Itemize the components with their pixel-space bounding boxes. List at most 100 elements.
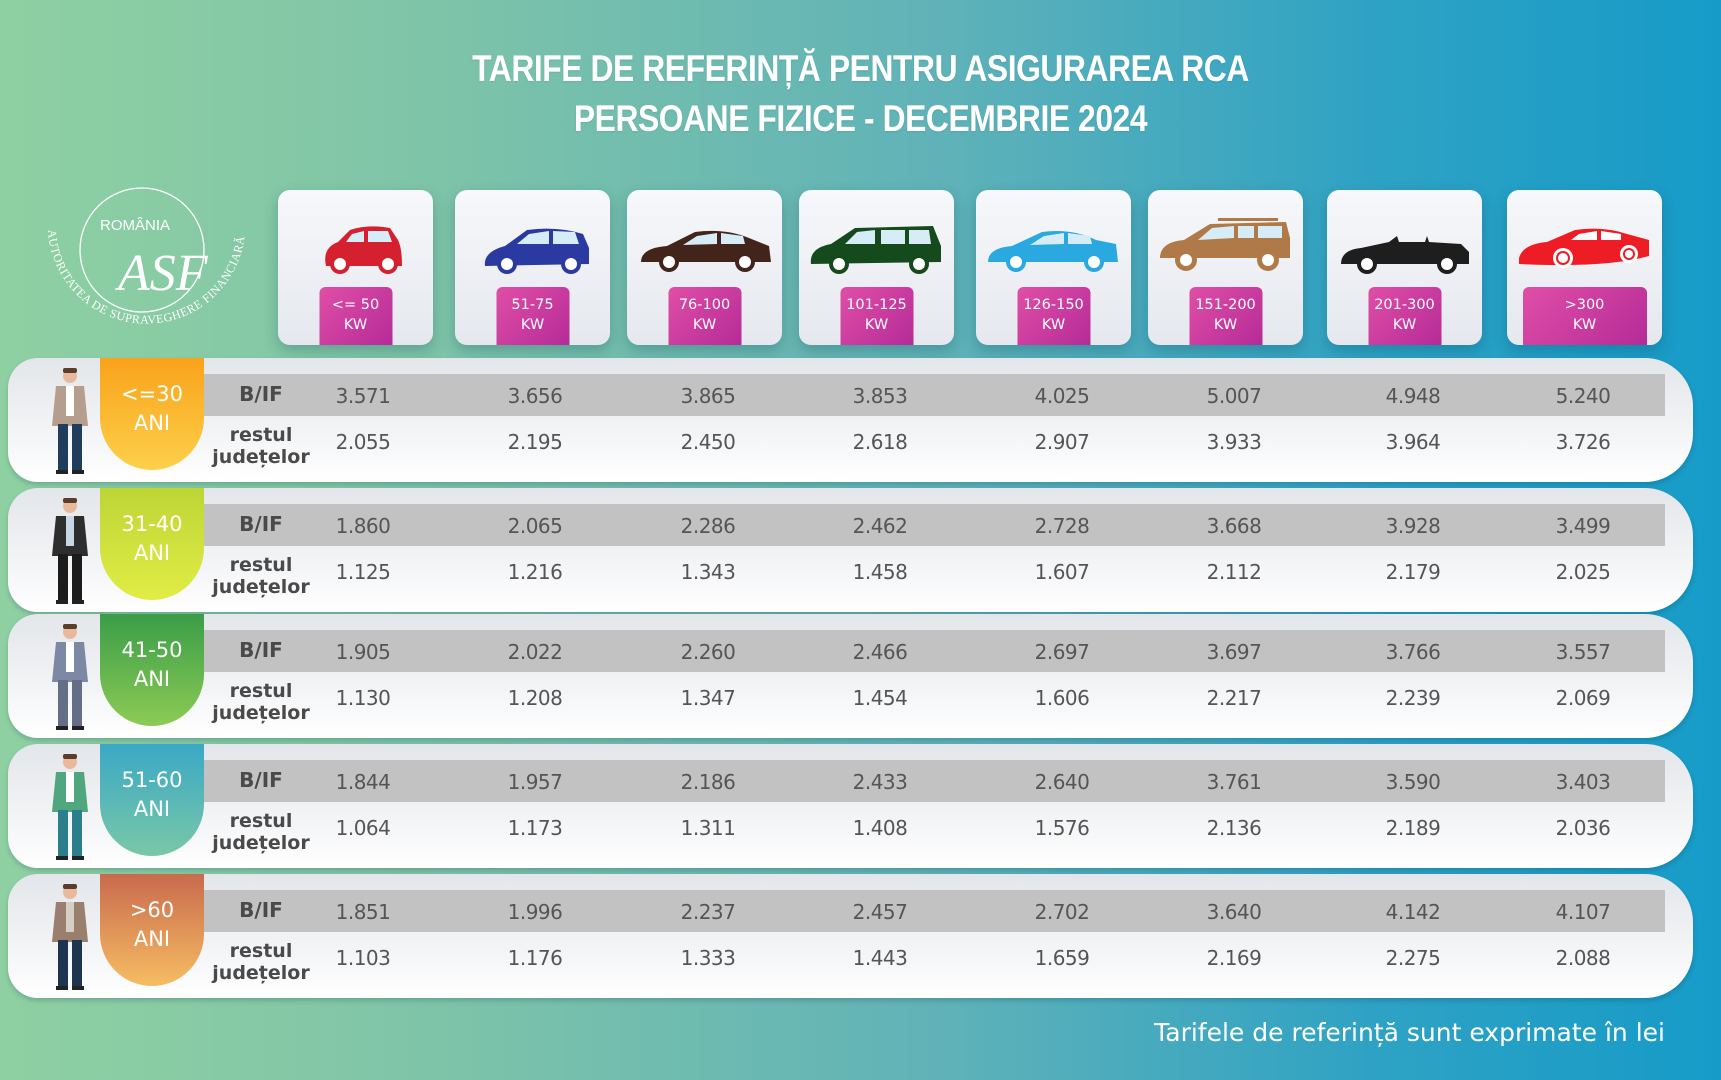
bif-rate-cell: 4.107 [1555,900,1611,924]
category-label: >300 KW [1522,287,1647,345]
rest-rate-cell: 3.726 [1555,430,1611,454]
category-label: 201-300 KW [1368,287,1441,345]
person-icon [52,498,88,604]
bif-row-band [204,374,1665,416]
rest-rate-cell: 1.458 [852,560,908,584]
category-card-4: 101-125 KW [799,190,954,345]
category-label: 76-100 KW [668,287,741,345]
rest-label: restul județelor [212,424,310,468]
bif-rate-cell: 5.240 [1555,384,1611,408]
rest-rate-cell: 3.933 [1206,430,1262,454]
rest-rate-cell: 1.443 [852,946,908,970]
rest-rate-cell: 1.347 [680,686,736,710]
rest-rate-cell: 1.659 [1034,946,1090,970]
bif-rate-cell: 1.860 [335,514,391,538]
bif-rate-cell: 2.237 [680,900,736,924]
category-label: 126-150 KW [1017,287,1090,345]
category-label: 151-200 KW [1189,287,1262,345]
bif-row-band [204,760,1665,802]
bif-rate-cell: 4.948 [1385,384,1441,408]
title-line-1: TARIFE DE REFERINȚĂ PENTRU ASIGURAREA RC… [472,48,1249,89]
bif-rate-cell: 3.571 [335,384,391,408]
rest-rate-cell: 2.025 [1555,560,1611,584]
age-group-row: 31-40 ANI B/IF restul județelor 1.860 1.1… [8,488,1693,612]
rest-rate-cell: 2.169 [1206,946,1262,970]
bif-rate-cell: 3.865 [680,384,736,408]
bif-row-band [204,630,1665,672]
rest-rate-cell: 2.275 [1385,946,1441,970]
rest-label: restul județelor [212,940,310,984]
bif-rate-cell: 3.928 [1385,514,1441,538]
category-card-1: <= 50 KW [278,190,433,345]
bif-row-band [204,504,1665,546]
power-category-header: <= 50 KW 51-75 KW 76-100 KW [0,190,1721,345]
age-group-row: 41-50 ANI B/IF restul județelor 1.905 1.1… [8,614,1693,738]
rest-rate-cell: 1.408 [852,816,908,840]
rest-rate-cell: 1.333 [680,946,736,970]
bif-rate-cell: 3.668 [1206,514,1262,538]
rest-rate-cell: 2.055 [335,430,391,454]
rest-rate-cell: 2.069 [1555,686,1611,710]
bif-rate-cell: 3.499 [1555,514,1611,538]
svg-text:ROMÂNIA: ROMÂNIA [100,217,170,234]
rest-rate-cell: 1.064 [335,816,391,840]
bif-rate-cell: 2.022 [507,640,563,664]
rest-rate-cell: 1.208 [507,686,563,710]
bif-rate-cell: 3.697 [1206,640,1262,664]
bif-rate-cell: 3.656 [507,384,563,408]
age-range-label: 41-50 [121,638,183,662]
rest-label: restul județelor [212,680,310,724]
age-range-label: 51-60 [121,768,183,792]
rest-rate-cell: 2.907 [1034,430,1090,454]
rest-rate-cell: 1.216 [507,560,563,584]
footnote: Tarifele de referință sunt exprimate în … [1154,1018,1665,1047]
person-icon [52,368,88,474]
bif-label: B/IF [239,898,283,922]
bif-rate-cell: 3.853 [852,384,908,408]
age-group-row: 51-60 ANI B/IF restul județelor 1.844 1.0… [8,744,1693,868]
rest-rate-cell: 2.112 [1206,560,1262,584]
rest-rate-cell: 1.130 [335,686,391,710]
rest-rate-cell: 2.195 [507,430,563,454]
bif-rate-cell: 1.851 [335,900,391,924]
rest-rate-cell: 1.176 [507,946,563,970]
bif-rate-cell: 2.640 [1034,770,1090,794]
svg-text:ASF: ASF [115,245,209,302]
minivan-car-icon [810,226,941,274]
rest-rate-cell: 2.217 [1206,686,1262,710]
rest-rate-cell: 1.606 [1034,686,1090,710]
person-icon [52,884,88,990]
rest-rate-cell: 2.036 [1555,816,1611,840]
compact-suv-car-icon [484,228,589,274]
rest-rate-cell: 1.125 [335,560,391,584]
bif-rate-cell: 3.761 [1206,770,1262,794]
bif-rate-cell: 3.590 [1385,770,1441,794]
title-line-2: PERSOANE FIZICE - DECEMBRIE 2024 [573,98,1148,139]
suv-car-icon [1160,218,1290,271]
asf-logo: ROMÂNIA ASF AUTORITATEA DE SUPRAVEGHERE … [45,187,247,327]
bif-rate-cell: 1.957 [507,770,563,794]
sports-car-icon [1519,228,1649,268]
age-unit-label: ANI [133,541,171,565]
age-unit-label: ANI [133,667,171,691]
page-title: TARIFE DE REFERINȚĂ PENTRU ASIGURAREA RC… [120,44,1600,144]
rest-rate-cell: 2.239 [1385,686,1441,710]
age-group-row: <=30 ANI B/IF restul județelor 3.571 2.05… [8,358,1693,482]
bif-rate-cell: 3.403 [1555,770,1611,794]
bif-rate-cell: 1.905 [335,640,391,664]
category-card-2: 51-75 KW [455,190,610,345]
category-label: 51-75 KW [496,287,569,345]
convertible-car-icon [1341,236,1469,274]
category-label: <= 50 KW [319,287,392,345]
person-icon [52,754,88,860]
bif-rate-cell: 2.457 [852,900,908,924]
person-icon [52,624,88,730]
rest-rate-cell: 1.103 [335,946,391,970]
bif-rate-cell: 2.728 [1034,514,1090,538]
age-group-tab: 51-60 ANI [100,744,204,856]
sedan-car-icon [641,230,771,272]
age-unit-label: ANI [133,411,171,435]
rest-label: restul județelor [212,810,310,854]
category-card-7: 201-300 KW [1327,190,1482,345]
rest-rate-cell: 1.454 [852,686,908,710]
